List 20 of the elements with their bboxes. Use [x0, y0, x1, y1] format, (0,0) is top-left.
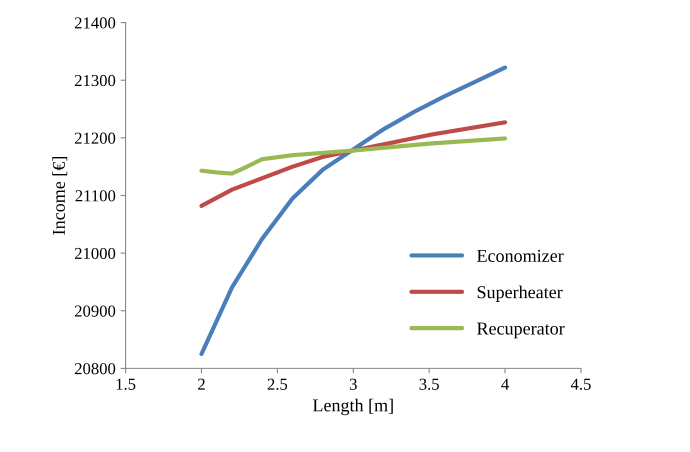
y-tick-label: 21400 [74, 17, 116, 29]
y-axis-title: Income [€] [52, 156, 68, 235]
y-tick-label: 21000 [74, 248, 116, 260]
y-tick-label: 21300 [74, 74, 116, 86]
x-tick-label: 3 [350, 378, 357, 390]
y-tick-label: 21100 [76, 190, 116, 202]
legend-label: Superheater [478, 286, 563, 302]
x-tick-label: 4.5 [570, 378, 591, 390]
legend-label: Economizer [477, 250, 564, 262]
x-axis-title: Length [m] [312, 398, 393, 416]
x-tick-label: 4 [501, 378, 509, 390]
y-tick-label: 20800 [74, 363, 116, 374]
x-tick-label: 3.5 [420, 378, 439, 390]
x-tick-label: 2 [198, 378, 205, 390]
x-tick-label: 1.5 [116, 378, 136, 390]
y-tick-label: 20900 [74, 305, 116, 317]
line-series [199, 136, 508, 176]
x-tick-label: 2.5 [268, 378, 288, 390]
legend-label: Recuperator [477, 322, 565, 338]
y-tick-label: 21200 [74, 132, 116, 144]
